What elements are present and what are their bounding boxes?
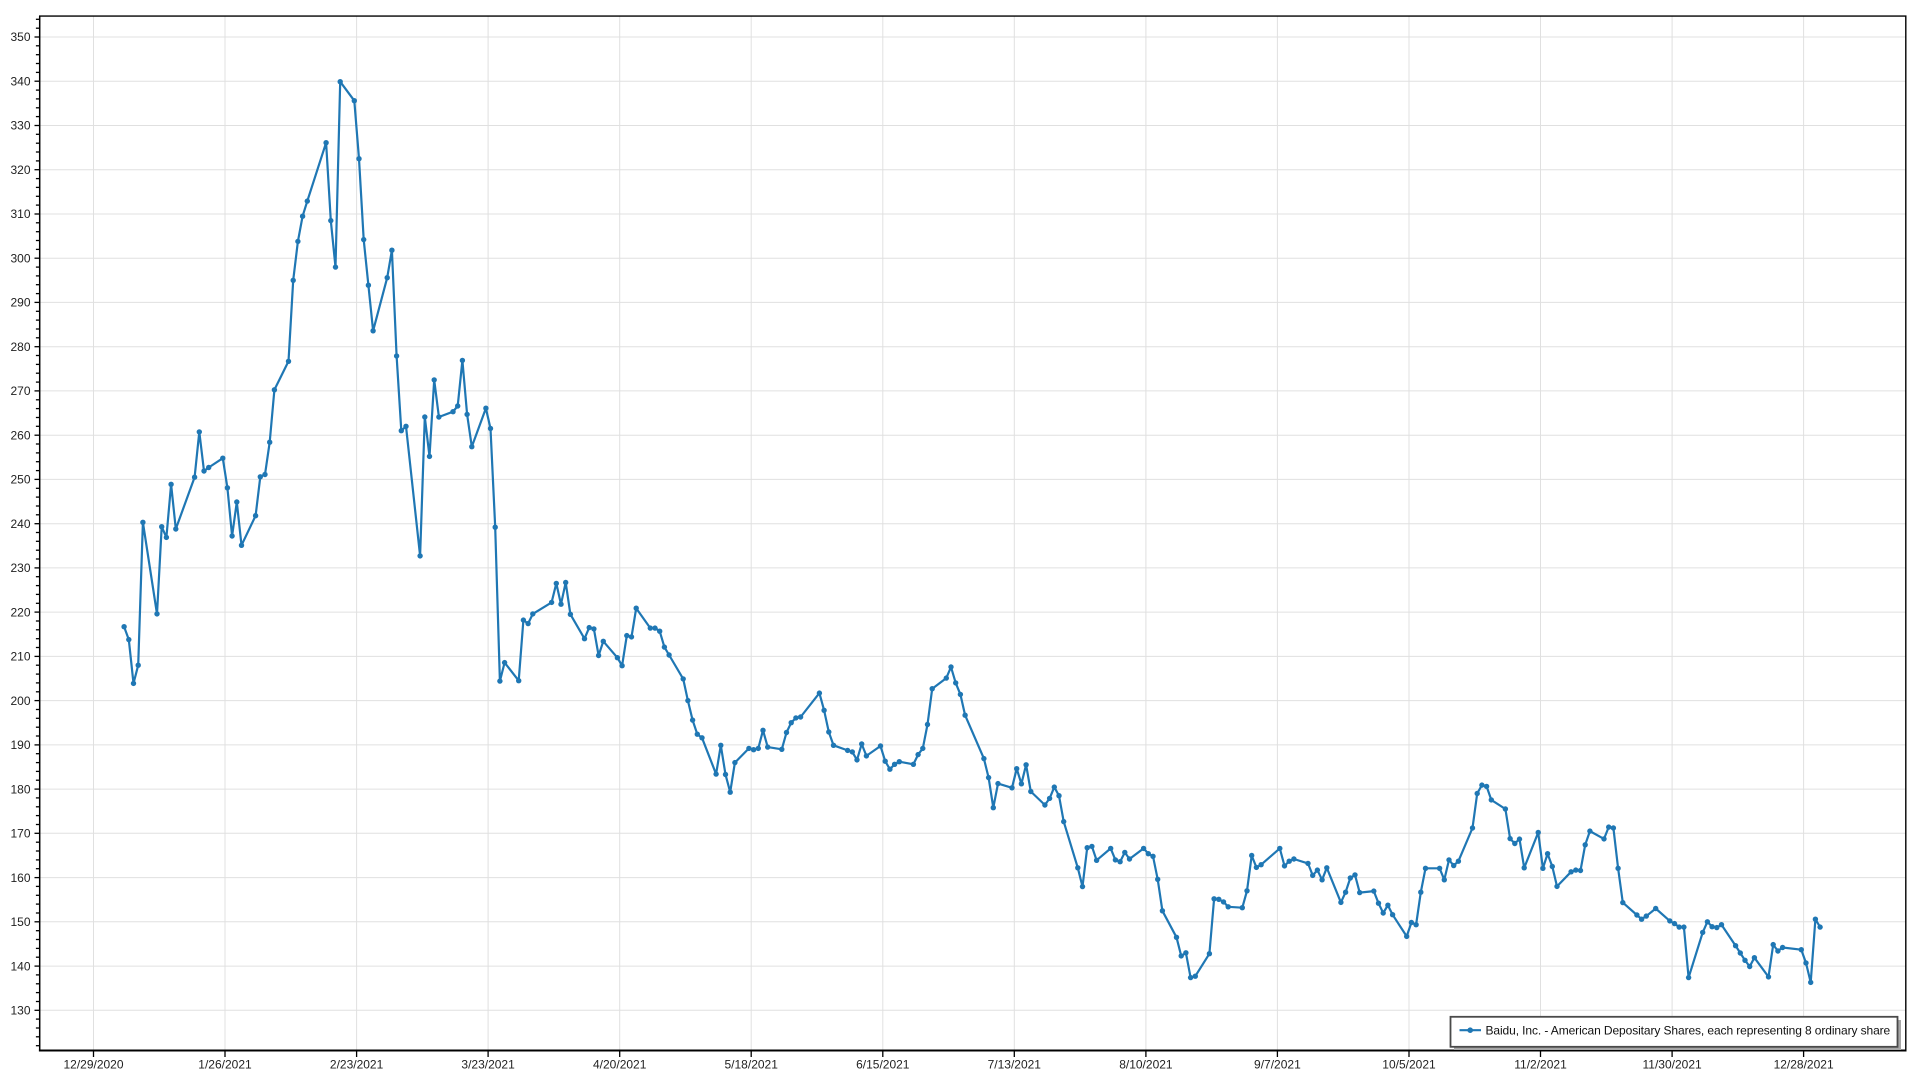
svg-text:Baidu, Inc. - American Deposit: Baidu, Inc. - American Depositary Shares… (1486, 1024, 1891, 1038)
svg-text:200: 200 (10, 694, 30, 708)
svg-text:12/28/2021: 12/28/2021 (1774, 1058, 1834, 1072)
svg-text:7/13/2021: 7/13/2021 (988, 1058, 1042, 1072)
svg-text:9/7/2021: 9/7/2021 (1254, 1058, 1301, 1072)
svg-text:180: 180 (10, 782, 30, 796)
svg-text:8/10/2021: 8/10/2021 (1119, 1058, 1173, 1072)
svg-text:320: 320 (10, 163, 30, 177)
svg-text:12/29/2020: 12/29/2020 (63, 1058, 123, 1072)
svg-text:240: 240 (10, 517, 30, 531)
svg-text:230: 230 (10, 561, 30, 575)
svg-text:11/2/2021: 11/2/2021 (1514, 1058, 1567, 1072)
svg-text:280: 280 (10, 340, 30, 354)
svg-text:340: 340 (10, 74, 30, 88)
svg-text:270: 270 (10, 384, 30, 398)
svg-text:160: 160 (10, 871, 30, 885)
svg-text:150: 150 (10, 915, 30, 929)
svg-text:260: 260 (10, 428, 30, 442)
svg-text:220: 220 (10, 605, 30, 619)
svg-text:290: 290 (10, 296, 30, 310)
svg-text:11/30/2021: 11/30/2021 (1643, 1058, 1702, 1072)
svg-text:10/5/2021: 10/5/2021 (1382, 1058, 1436, 1072)
svg-text:1/26/2021: 1/26/2021 (198, 1058, 252, 1072)
svg-text:250: 250 (10, 473, 30, 487)
svg-text:130: 130 (10, 1004, 30, 1018)
svg-text:330: 330 (10, 119, 30, 133)
svg-text:2/23/2021: 2/23/2021 (330, 1058, 384, 1072)
svg-text:210: 210 (10, 650, 30, 664)
svg-text:3/23/2021: 3/23/2021 (461, 1058, 515, 1072)
svg-text:190: 190 (10, 738, 30, 752)
svg-text:6/15/2021: 6/15/2021 (856, 1058, 910, 1072)
svg-text:310: 310 (10, 207, 30, 221)
svg-text:4/20/2021: 4/20/2021 (593, 1058, 647, 1072)
svg-text:350: 350 (10, 30, 30, 44)
svg-text:170: 170 (10, 827, 30, 841)
svg-text:140: 140 (10, 959, 30, 973)
svg-text:5/18/2021: 5/18/2021 (725, 1058, 779, 1072)
svg-text:300: 300 (10, 251, 30, 265)
